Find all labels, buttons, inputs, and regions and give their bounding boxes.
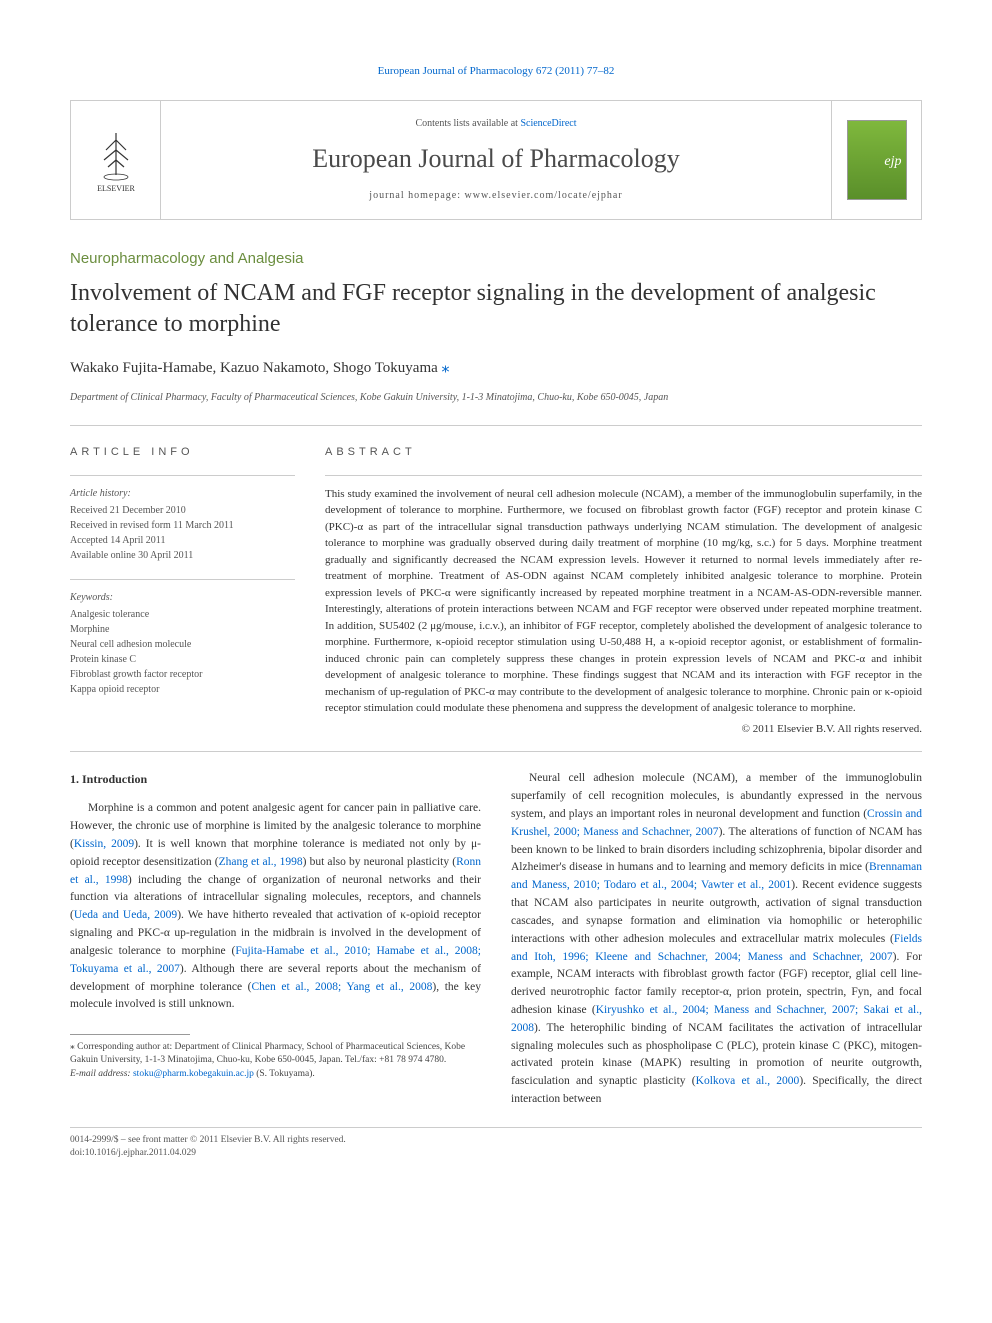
masthead: ELSEVIER Contents lists available at Sci… [70, 100, 922, 220]
abstract-heading: ABSTRACT [325, 444, 922, 461]
contents-line: Contents lists available at ScienceDirec… [415, 116, 576, 131]
divider [70, 751, 922, 752]
body-left-column: 1. Introduction Morphine is a common and… [70, 770, 481, 1108]
history-item: Available online 30 April 2011 [70, 548, 295, 563]
masthead-center: Contents lists available at ScienceDirec… [161, 101, 831, 219]
history-heading: Article history: [70, 486, 295, 501]
keyword: Neural cell adhesion molecule [70, 637, 295, 652]
keyword: Fibroblast growth factor receptor [70, 667, 295, 682]
bottom-bar: 0014-2999/$ – see front matter © 2011 El… [70, 1127, 922, 1161]
journal-name: European Journal of Pharmacology [312, 139, 680, 178]
article-info-column: ARTICLE INFO Article history: Received 2… [70, 444, 295, 737]
cover-thumb-box [831, 101, 921, 219]
intro-paragraph: Morphine is a common and potent analgesi… [70, 800, 481, 1014]
doi-line: doi:10.1016/j.ejphar.2011.04.029 [70, 1147, 922, 1160]
top-citation-journal: European Journal of Pharmacology [378, 65, 533, 77]
homepage-url[interactable]: www.elsevier.com/locate/ejphar [465, 190, 623, 201]
keyword: Kappa opioid receptor [70, 682, 295, 697]
section-label: Neuropharmacology and Analgesia [70, 248, 922, 271]
citation-link[interactable]: Ueda and Ueda, 2009 [74, 909, 177, 921]
issn-copyright: 0014-2999/$ – see front matter © 2011 El… [70, 1134, 922, 1147]
homepage-line: journal homepage: www.elsevier.com/locat… [369, 188, 622, 203]
homepage-prefix: journal homepage: [369, 190, 464, 201]
keyword: Protein kinase C [70, 652, 295, 667]
journal-cover-icon [847, 120, 907, 200]
publisher-logo-box: ELSEVIER [71, 101, 161, 219]
keyword: Analgesic tolerance [70, 607, 295, 622]
article-title: Involvement of NCAM and FGF receptor sig… [70, 278, 922, 340]
email-footnote: E-mail address: stoku@pharm.kobegakuin.a… [70, 1068, 481, 1081]
top-citation-link[interactable]: European Journal of Pharmacology 672 (20… [378, 65, 615, 77]
citation-link[interactable]: Kissin, 2009 [74, 838, 134, 850]
citation-link[interactable]: Zhang et al., 1998 [219, 856, 303, 868]
keyword: Morphine [70, 622, 295, 637]
divider [325, 475, 922, 476]
top-citation: European Journal of Pharmacology 672 (20… [70, 60, 922, 80]
intro-paragraph-continued: Neural cell adhesion molecule (NCAM), a … [511, 770, 922, 1108]
body-text-run: Neural cell adhesion molecule (NCAM), a … [511, 772, 922, 820]
citation-link[interactable]: Chen et al., 2008; Yang et al., 2008 [252, 981, 433, 993]
footnote-separator [70, 1034, 190, 1035]
elsevier-tree-logo-icon: ELSEVIER [86, 125, 146, 195]
history-item: Accepted 14 April 2011 [70, 533, 295, 548]
abstract-column: ABSTRACT This study examined the involve… [325, 444, 922, 737]
divider [70, 475, 295, 476]
sciencedirect-link[interactable]: ScienceDirect [520, 118, 576, 129]
affiliation: Department of Clinical Pharmacy, Faculty… [70, 390, 922, 405]
history-item: Received in revised form 11 March 2011 [70, 518, 295, 533]
corresponding-author-link[interactable]: ⁎ [442, 359, 450, 376]
authors-names: Wakako Fujita-Hamabe, Kazuo Nakamoto, Sh… [70, 360, 442, 376]
contents-prefix: Contents lists available at [415, 118, 520, 129]
abstract-copyright: © 2011 Elsevier B.V. All rights reserved… [325, 721, 922, 738]
body-right-column: Neural cell adhesion molecule (NCAM), a … [511, 770, 922, 1108]
history-item: Received 21 December 2010 [70, 503, 295, 518]
article-info-heading: ARTICLE INFO [70, 444, 295, 461]
body-text-run: ) but also by neuronal plasticity ( [303, 856, 456, 868]
top-citation-volume: 672 (2011) 77–82 [536, 65, 614, 77]
intro-heading: 1. Introduction [70, 770, 481, 788]
corresponding-footnote: ⁎ Corresponding author at: Department of… [70, 1041, 481, 1068]
abstract-text: This study examined the involvement of n… [325, 486, 922, 717]
email-link[interactable]: stoku@pharm.kobegakuin.ac.jp [133, 1069, 254, 1079]
divider [70, 425, 922, 426]
keywords-heading: Keywords: [70, 590, 295, 605]
svg-text:ELSEVIER: ELSEVIER [97, 184, 135, 193]
email-label: E-mail address: [70, 1069, 133, 1079]
citation-link[interactable]: Kolkova et al., 2000 [696, 1075, 800, 1087]
authors-line: Wakako Fujita-Hamabe, Kazuo Nakamoto, Sh… [70, 356, 922, 380]
divider [70, 579, 295, 580]
email-suffix: (S. Tokuyama). [254, 1069, 315, 1079]
